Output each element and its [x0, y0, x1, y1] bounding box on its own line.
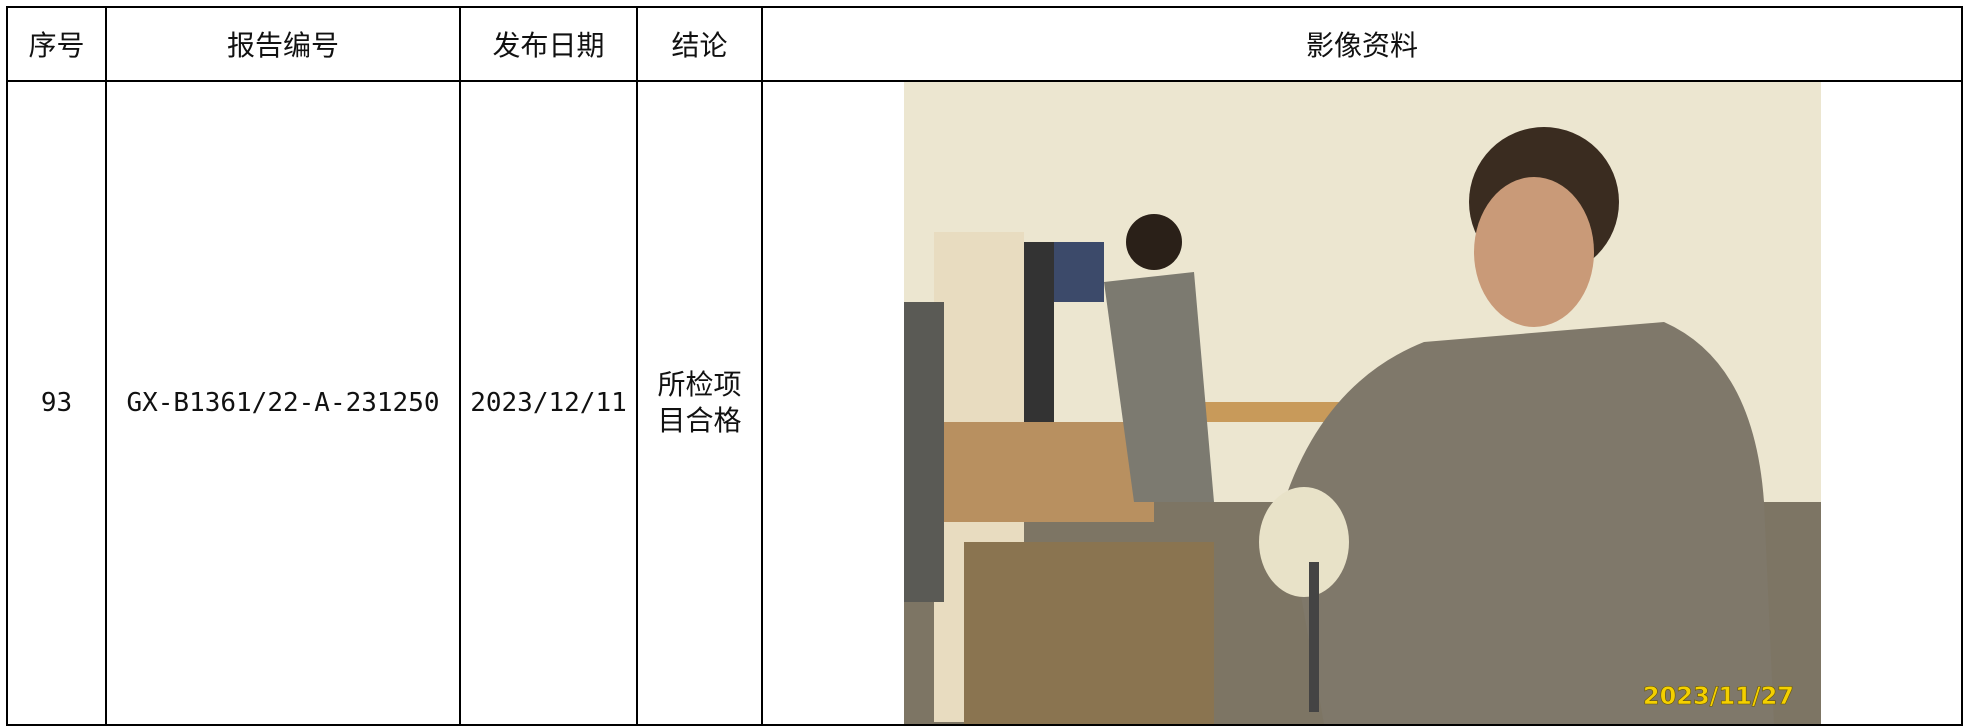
- data-row: 93 GX-B1361/22-A-231250 2023/12/11 所检项目合…: [6, 80, 1963, 726]
- header-cell: 序号: [6, 6, 107, 82]
- photo: 2023/11/27: [903, 82, 1821, 724]
- header-cell: 影像资料: [761, 6, 1963, 82]
- header-cell: 报告编号: [105, 6, 461, 82]
- cell: 所检项目合格: [636, 80, 763, 726]
- cell: 93: [6, 80, 107, 726]
- date-stamp: 2023/11/27: [1642, 682, 1793, 710]
- cell: GX-B1361/22-A-231250: [105, 80, 461, 726]
- header-cell: 发布日期: [459, 6, 638, 82]
- cell: 2023/12/11: [459, 80, 638, 726]
- header-cell: 结论: [636, 6, 763, 82]
- conclusion: 所检项目合格: [657, 368, 742, 437]
- header-row: 序号 报告编号 发布日期 结论 影像资料: [6, 6, 1963, 82]
- photo-cell: 2023/11/27: [761, 80, 1963, 726]
- report-table: 序号 报告编号 发布日期 结论 影像资料 93 GX-B1361/22-A-23…: [6, 6, 1963, 726]
